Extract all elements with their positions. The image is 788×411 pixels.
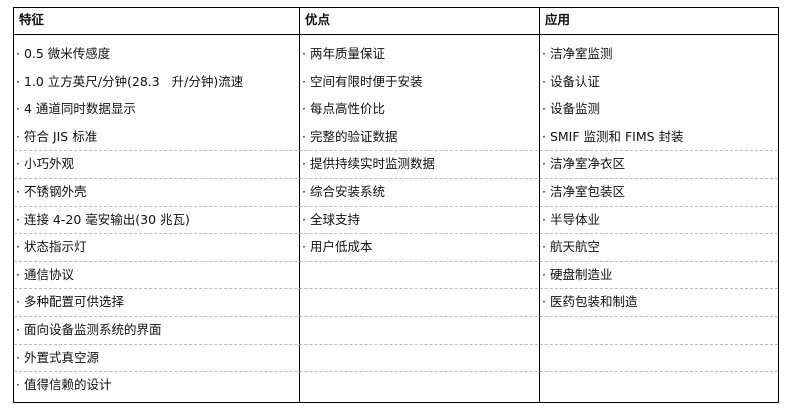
list-item: · 用户低成本 — [302, 239, 373, 255]
column-divider — [539, 8, 540, 402]
list-item: · 完整的验证数据 — [302, 128, 398, 144]
feature-table: 特征 · 0.5 微米传感度 · 1.0 立方英尺/分钟(28.3 升/分钟)流速… — [13, 7, 779, 403]
row-divider — [14, 150, 778, 152]
list-item: · 设备监测 — [542, 101, 600, 117]
list-item: · 航天航空 — [542, 239, 600, 255]
row-divider — [14, 205, 778, 207]
row-divider — [14, 233, 778, 235]
list-item: · SMIF 监测和 FIMS 封装 — [542, 128, 684, 144]
list-item: · 符合 JIS 标准 — [16, 128, 98, 144]
list-item: · 设备认证 — [542, 73, 600, 89]
list-item: · 综合安装系统 — [302, 184, 385, 199]
list-item: · 医药包装和制造 — [542, 294, 638, 310]
list-item: · 状态指示灯 — [16, 239, 87, 255]
list-item: · 通信协议 — [16, 266, 74, 282]
header-divider — [14, 34, 778, 35]
list-item: · 4 通道同时数据显示 — [16, 101, 136, 117]
list-item: · 0.5 微米传感度 — [16, 46, 111, 61]
row-divider — [14, 371, 778, 373]
list-item: · 每点高性价比 — [302, 101, 385, 117]
list-item: · 不锈钢外壳 — [16, 184, 87, 199]
row-divider — [14, 316, 778, 317]
list-item: · 洁净室净衣区 — [542, 156, 625, 172]
list-item: · 半导体业 — [542, 211, 600, 227]
list-item: · 1.0 立方英尺/分钟(28.3 升/分钟)流速 — [16, 73, 244, 89]
row-divider — [14, 288, 778, 290]
row-divider — [14, 178, 778, 179]
list-item: · 值得信赖的设计 — [16, 377, 112, 393]
list-item: · 小巧外观 — [16, 156, 74, 172]
list-item: · 洁净室包装区 — [542, 184, 625, 199]
column-header: 应用 — [545, 12, 571, 27]
row-divider — [14, 260, 778, 262]
list-item: · 多种配置可供选择 — [16, 294, 124, 310]
list-item: · 外置式真空源 — [16, 349, 99, 365]
column-header: 优点 — [305, 12, 331, 27]
list-item: · 面向设备监测系统的界面 — [16, 322, 162, 337]
list-item: · 提供持续实时监测数据 — [302, 156, 435, 172]
column-divider — [299, 8, 300, 402]
list-item: · 空间有限时便于安装 — [302, 73, 423, 89]
list-item: · 洁净室监测 — [542, 46, 613, 61]
list-item: · 连接 4-20 毫安输出(30 兆瓦) — [16, 211, 190, 227]
list-item: · 硬盘制造业 — [542, 266, 613, 282]
list-item: · 全球支持 — [302, 211, 360, 227]
column-header: 特征 — [19, 12, 45, 27]
list-item: · 两年质量保证 — [302, 46, 385, 61]
row-divider — [14, 343, 778, 345]
